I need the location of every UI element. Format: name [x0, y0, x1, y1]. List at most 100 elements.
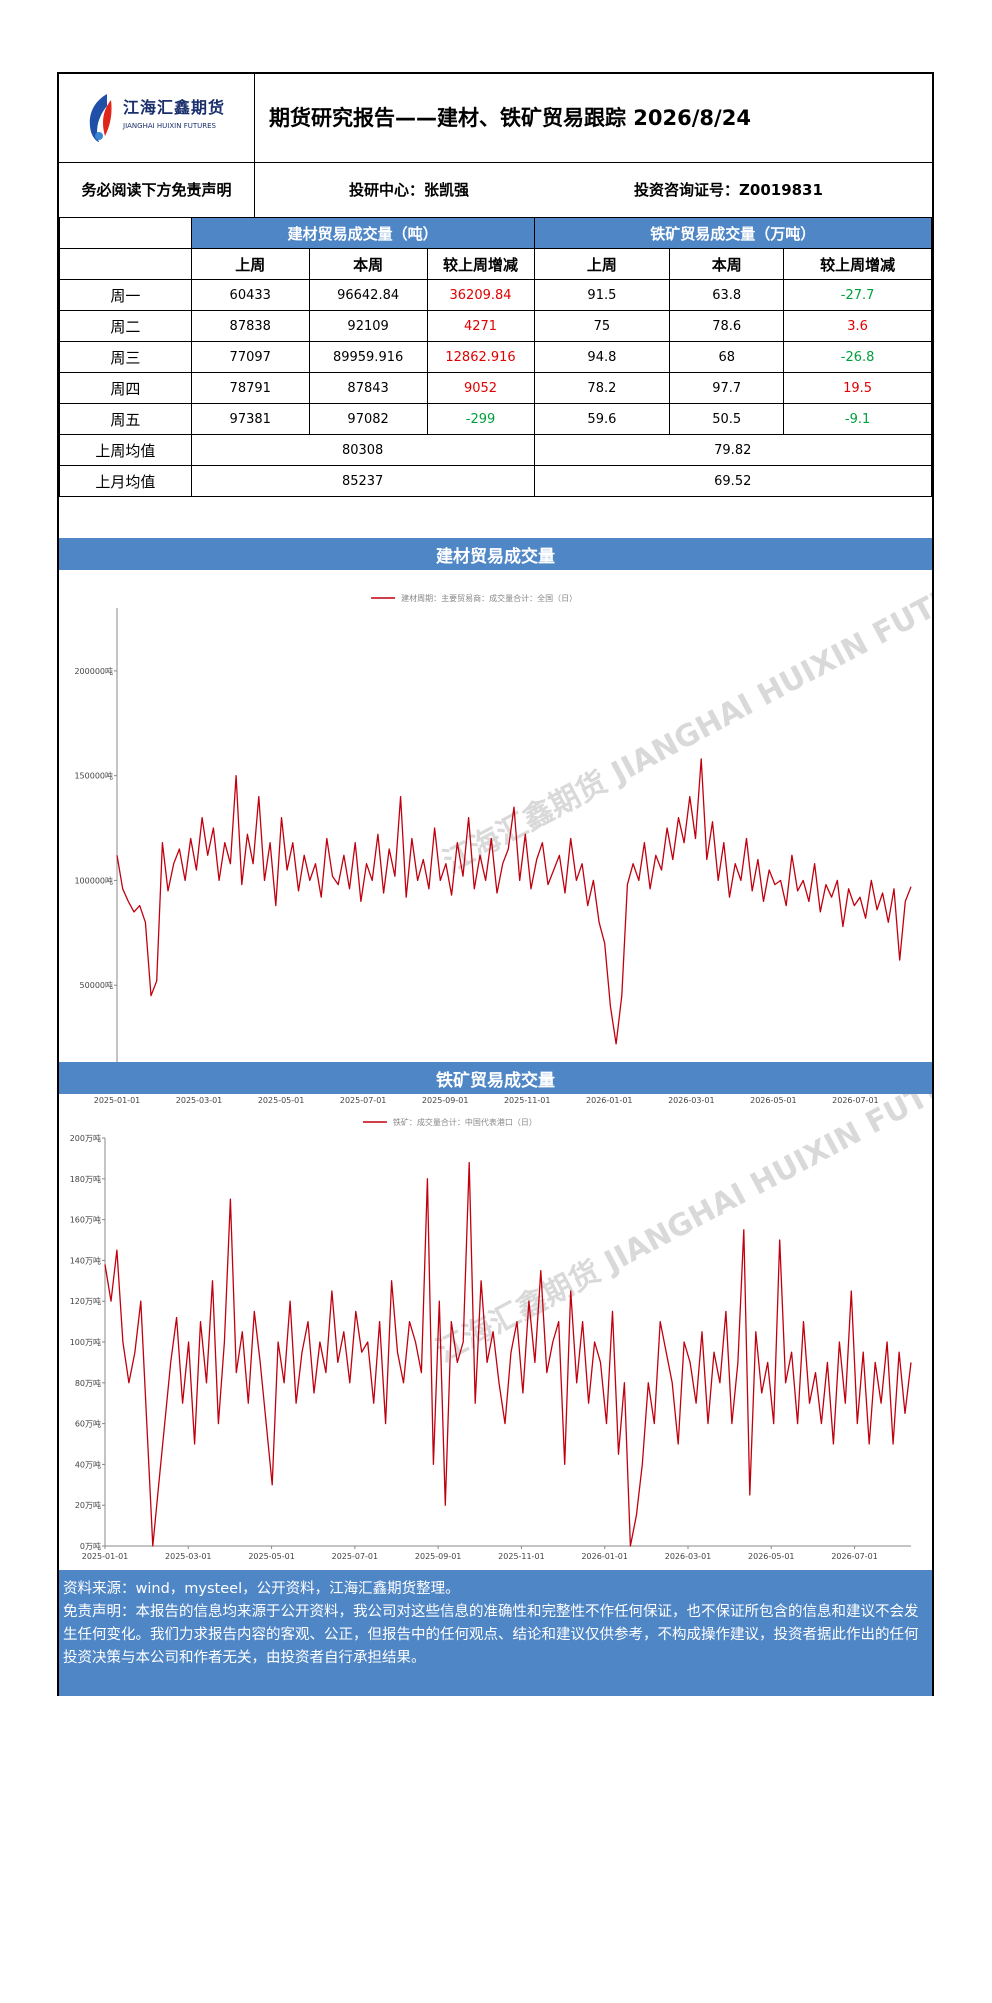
- section-title-iron: 铁矿贸易成交量: [59, 1062, 932, 1094]
- watermark-text: 江海汇鑫期货 JIANGHAI HUIXIN FUTURES: [431, 1094, 932, 1369]
- x-tick-label: 2026-01-01: [581, 1552, 628, 1561]
- cell-building-this: 96642.84: [308, 279, 428, 311]
- y-tick-label: 160万吨: [70, 1215, 101, 1225]
- x-tick-label: 2025-09-01: [422, 1096, 469, 1105]
- cell-iron-this: 97.7: [669, 372, 785, 404]
- cell-building-last: 77097: [190, 341, 310, 373]
- cell-iron-this: 63.8: [669, 279, 785, 311]
- x-tick-label: 2026-07-01: [831, 1552, 878, 1561]
- series-line: [116, 758, 912, 1045]
- row-label: 周二: [59, 310, 192, 342]
- y-tick-label: 200万吨: [70, 1133, 101, 1143]
- x-tick-label: 2026-03-01: [668, 1096, 715, 1105]
- avg-week-iron: 79.82: [533, 434, 932, 466]
- table-row: 周三 77097 89959.916 12862.916 94.8 68 -26…: [59, 341, 932, 373]
- table-row: 周四 78791 87843 9052 78.2 97.7 19.5: [59, 372, 932, 404]
- col-header-last-week: 上周: [533, 248, 671, 280]
- cell-building-change: 36209.84: [426, 279, 535, 311]
- cell-building-change: -299: [426, 403, 535, 435]
- disclaimer-text: 免责声明：本报告的信息均来源于公开资料，我公司对这些信息的准确性和完整性不作任何…: [63, 1604, 919, 1666]
- col-header-this-week: 本周: [669, 248, 785, 280]
- row-label: 周三: [59, 341, 192, 373]
- cell-iron-last: 78.2: [533, 372, 671, 404]
- x-tick-label: 2025-01-01: [82, 1552, 129, 1561]
- section-title-building: 建材贸易成交量: [59, 538, 932, 570]
- chart-iron-svg: 江海汇鑫期货 JIANGHAI HUIXIN FUTURES铁矿：成交量合计：中…: [70, 1038, 992, 1561]
- table-row: 周一 60433 96642.84 36209.84 91.5 63.8 -27…: [59, 279, 932, 311]
- row-label: 周五: [59, 403, 192, 435]
- legend-label: 建材周期：主要贸易商：成交量合计：全国（日）: [401, 593, 577, 603]
- x-tick-label: 2025-07-01: [332, 1552, 379, 1561]
- cell-iron-last: 75: [533, 310, 671, 342]
- y-tick-label: 140万吨: [70, 1255, 101, 1265]
- cell-iron-change: 19.5: [783, 372, 932, 404]
- cell-building-last: 78791: [190, 372, 310, 404]
- cell-iron-change: -26.8: [783, 341, 932, 373]
- cell-building-this: 92109: [308, 310, 428, 342]
- cell-iron-last: 94.8: [533, 341, 671, 373]
- legend-label: 铁矿：成交量合计：中国代表港口（日）: [393, 1117, 537, 1127]
- logo-cell: 江海汇鑫期货 JIANGHAI HUIXIN FUTURES: [59, 74, 255, 162]
- chart-building-svg: 江海汇鑫期货 JIANGHAI HUIXIN FUTURES建材周期：主要贸易商…: [74, 548, 992, 1105]
- y-tick-label: 100000吨: [74, 875, 113, 885]
- y-tick-label: 0万吨: [80, 1541, 101, 1551]
- y-tick-label: 100万吨: [70, 1337, 101, 1347]
- table-row: 周五 97381 97082 -299 59.6 50.5 -9.1: [59, 403, 932, 435]
- chart-legend: 铁矿：成交量合计：中国代表港口（日）: [362, 1117, 537, 1127]
- x-tick-label: 2025-03-01: [165, 1552, 212, 1561]
- x-tick-label: 2025-05-01: [248, 1552, 295, 1561]
- x-tick-label: 2026-05-01: [748, 1552, 795, 1561]
- report-header: 江海汇鑫期货 JIANGHAI HUIXIN FUTURES 期货研究报告——建…: [59, 74, 932, 163]
- row-label: 周一: [59, 279, 192, 311]
- cell-iron-change: 3.6: [783, 310, 932, 342]
- y-tick-label: 200000吨: [74, 666, 113, 676]
- row-label: 上月均值: [59, 465, 192, 497]
- analyst-info: 投研中心：张凯强: [349, 181, 470, 199]
- table-corner: [59, 217, 192, 249]
- y-tick-label: 180万吨: [70, 1174, 101, 1184]
- y-tick-label: 40万吨: [75, 1459, 101, 1469]
- cell-iron-this: 50.5: [669, 403, 785, 435]
- cell-iron-last: 59.6: [533, 403, 671, 435]
- disclaimer-notice: 务必阅读下方免责声明: [59, 162, 255, 217]
- company-logo-icon: [89, 94, 112, 142]
- x-tick-label: 2025-11-01: [504, 1096, 551, 1105]
- table-row-avg-week: 上周均值 80308 79.82: [59, 434, 932, 466]
- chart-legend: 建材周期：主要贸易商：成交量合计：全国（日）: [371, 593, 577, 603]
- cell-iron-last: 91.5: [533, 279, 671, 311]
- cell-building-last: 60433: [190, 279, 310, 311]
- trade-volume-table: 建材贸易成交量（吨） 铁矿贸易成交量（万吨） 上周 本周 较上周增减 上周 本周…: [59, 217, 932, 497]
- group-header-iron: 铁矿贸易成交量（万吨）: [533, 217, 932, 249]
- cell-iron-change: -27.7: [783, 279, 932, 311]
- col-header-change: 较上周增减: [783, 248, 932, 280]
- cell-building-change: 12862.916: [426, 341, 535, 373]
- x-tick-label: 2025-01-01: [94, 1096, 141, 1105]
- x-tick-label: 2026-03-01: [665, 1552, 712, 1561]
- source-note: 资料来源：wind，mysteel，公开资料，江海汇鑫期货整理。: [63, 1581, 460, 1597]
- series-line: [104, 1161, 912, 1547]
- report-subheader: 务必阅读下方免责声明 投研中心：张凯强 投资咨询证号：Z0019831: [59, 162, 932, 218]
- cell-building-this: 87843: [308, 372, 428, 404]
- avg-month-building: 85237: [190, 465, 535, 497]
- x-tick-label: 2025-09-01: [415, 1552, 462, 1561]
- cell-iron-change: -9.1: [783, 403, 932, 435]
- x-tick-label: 2026-07-01: [832, 1096, 879, 1105]
- logo-text-en: JIANGHAI HUIXIN FUTURES: [123, 122, 216, 130]
- y-tick-label: 50000吨: [80, 980, 113, 990]
- group-header-building: 建材贸易成交量（吨）: [190, 217, 535, 249]
- table-corner-2: [59, 248, 192, 280]
- chart-iron-volume: 江海汇鑫期货 JIANGHAI HUIXIN FUTURES铁矿：成交量合计：中…: [59, 1038, 992, 1570]
- cell-building-last: 87838: [190, 310, 310, 342]
- cell-building-change: 4271: [426, 310, 535, 342]
- y-tick-label: 80万吨: [75, 1378, 101, 1388]
- report-sheet: 江海汇鑫期货 JIANGHAI HUIXIN FUTURES 期货研究报告——建…: [57, 72, 992, 1696]
- cell-building-this: 89959.916: [308, 341, 428, 373]
- table-row-avg-month: 上月均值 85237 69.52: [59, 465, 932, 497]
- table-row: 周二 87838 92109 4271 75 78.6 3.6: [59, 310, 932, 342]
- x-tick-label: 2026-05-01: [750, 1096, 797, 1105]
- cell-iron-this: 68: [669, 341, 785, 373]
- x-tick-label: 2025-03-01: [176, 1096, 223, 1105]
- cell-iron-this: 78.6: [669, 310, 785, 342]
- col-header-change: 较上周增减: [426, 248, 535, 280]
- row-label: 上周均值: [59, 434, 192, 466]
